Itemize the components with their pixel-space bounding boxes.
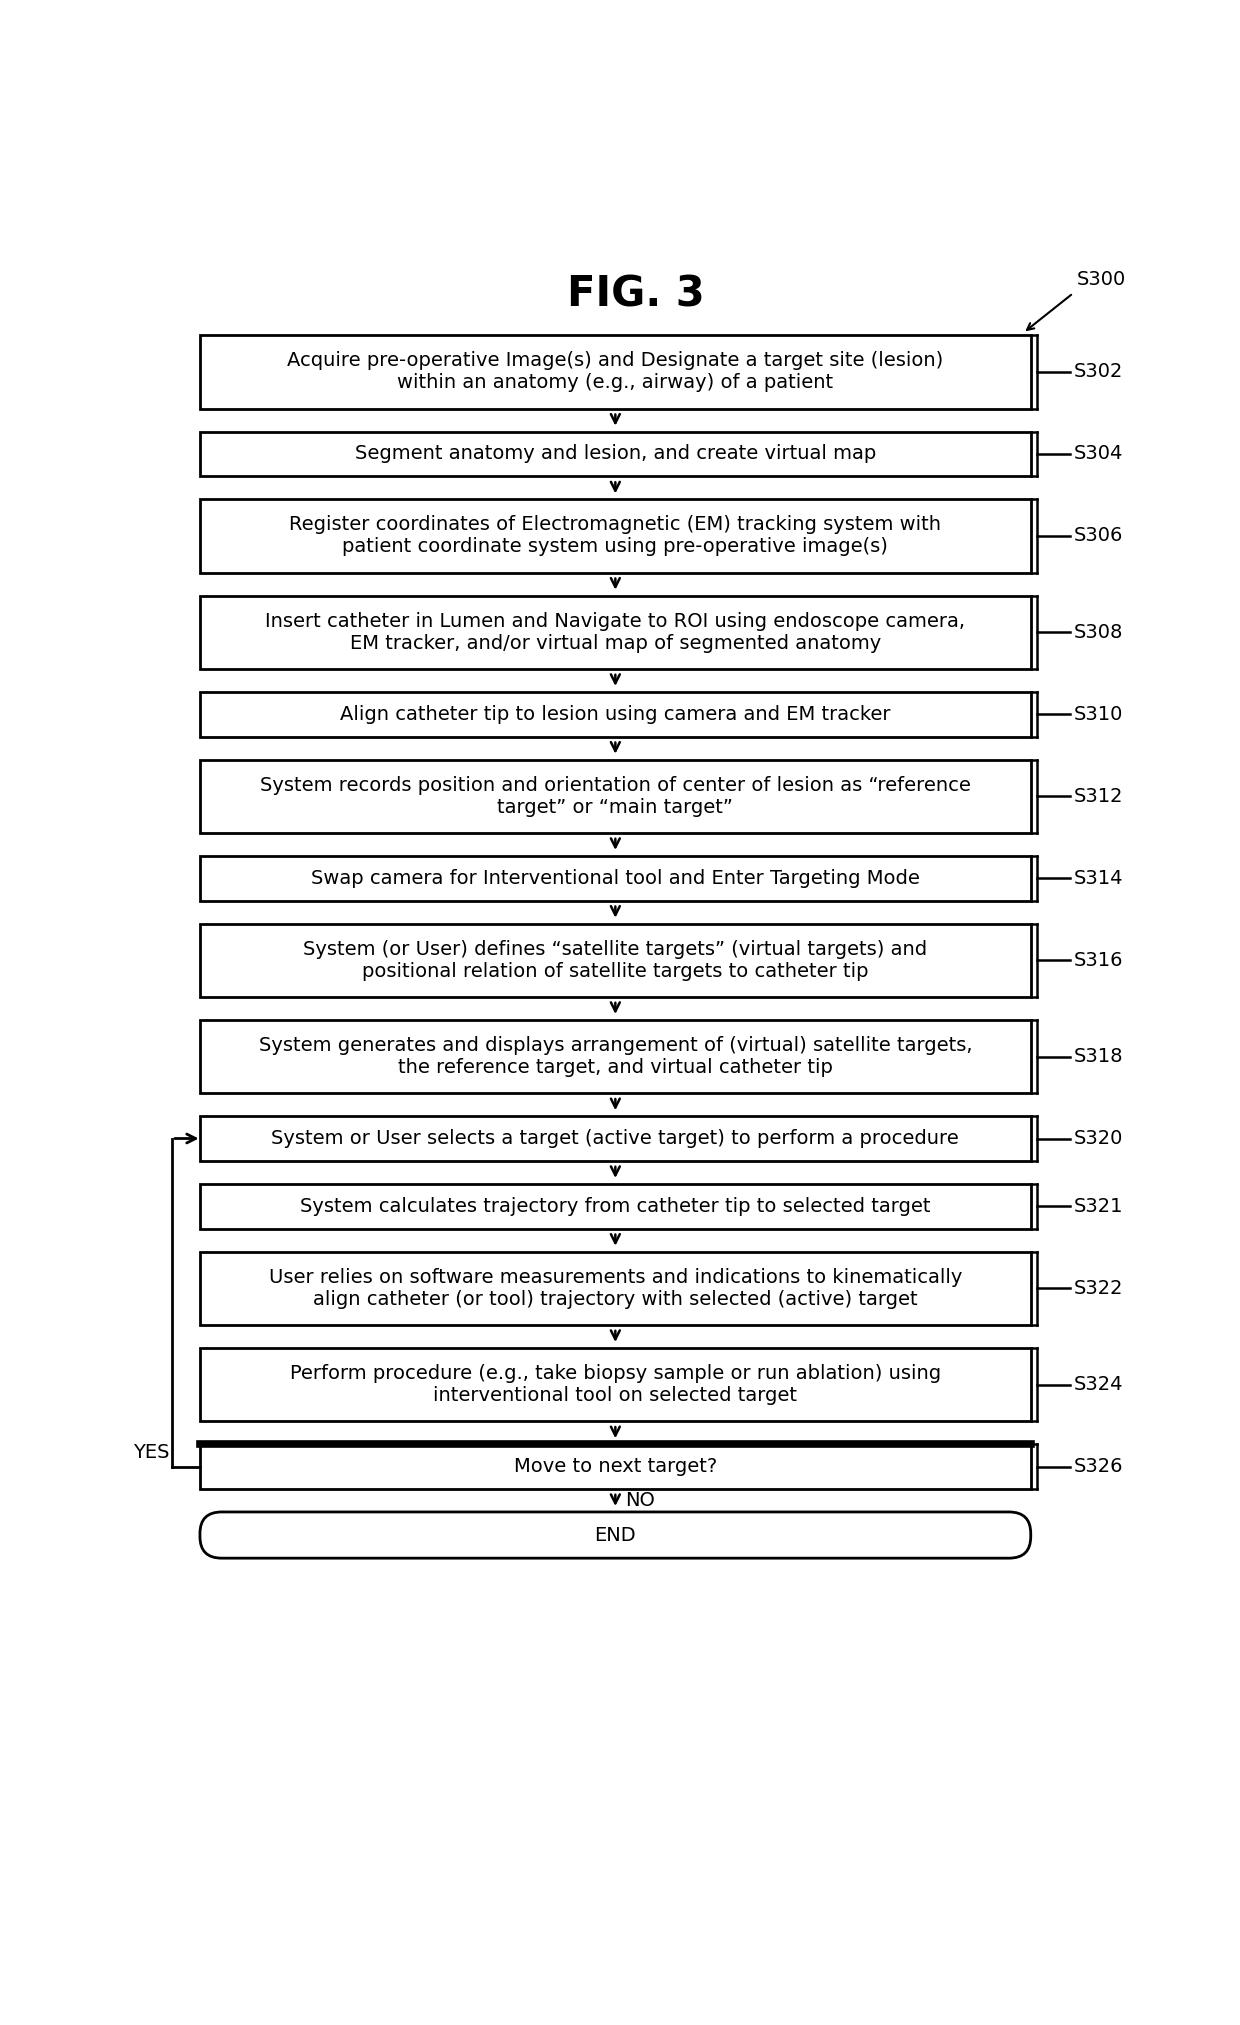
Text: S326: S326 — [1074, 1458, 1123, 1476]
Text: FIG. 3: FIG. 3 — [567, 273, 704, 316]
Text: Swap camera for Interventional tool and Enter Targeting Mode: Swap camera for Interventional tool and … — [311, 869, 920, 887]
Text: System calculates trajectory from catheter tip to selected target: System calculates trajectory from cathet… — [300, 1197, 930, 1215]
Text: S300: S300 — [1078, 269, 1126, 290]
Text: S322: S322 — [1074, 1278, 1123, 1298]
Bar — [200, 923, 1030, 996]
Text: S306: S306 — [1074, 526, 1122, 545]
Text: System records position and orientation of center of lesion as “reference
target: System records position and orientation … — [260, 776, 971, 816]
Bar — [200, 595, 1030, 668]
Text: YES: YES — [133, 1444, 170, 1462]
Text: NO: NO — [625, 1490, 655, 1511]
Text: S314: S314 — [1074, 869, 1123, 887]
Bar — [200, 857, 1030, 901]
Bar — [200, 500, 1030, 573]
Bar — [200, 1116, 1030, 1160]
Text: User relies on software measurements and indications to kinematically
align cath: User relies on software measurements and… — [269, 1268, 962, 1308]
Text: S316: S316 — [1074, 952, 1123, 970]
Bar — [200, 336, 1030, 409]
Text: S310: S310 — [1074, 705, 1122, 723]
Text: System generates and displays arrangement of (virtual) satellite targets,
the re: System generates and displays arrangemen… — [259, 1037, 972, 1077]
Text: Move to next target?: Move to next target? — [513, 1458, 717, 1476]
Bar — [200, 1251, 1030, 1324]
Text: S324: S324 — [1074, 1375, 1123, 1393]
Bar — [200, 431, 1030, 476]
Text: S302: S302 — [1074, 362, 1122, 381]
Text: Acquire pre-operative Image(s) and Designate a target site (lesion)
within an an: Acquire pre-operative Image(s) and Desig… — [288, 352, 944, 393]
Text: Perform procedure (e.g., take biopsy sample or run ablation) using
interventiona: Perform procedure (e.g., take biopsy sam… — [290, 1365, 941, 1405]
FancyBboxPatch shape — [200, 1513, 1030, 1557]
Text: System or User selects a target (active target) to perform a procedure: System or User selects a target (active … — [272, 1130, 960, 1148]
Text: END: END — [594, 1525, 636, 1545]
Text: S320: S320 — [1074, 1130, 1122, 1148]
Bar — [200, 1185, 1030, 1229]
Bar — [200, 693, 1030, 737]
Text: S321: S321 — [1074, 1197, 1123, 1215]
Bar — [200, 1021, 1030, 1094]
Text: Align catheter tip to lesion using camera and EM tracker: Align catheter tip to lesion using camer… — [340, 705, 890, 723]
Text: Segment anatomy and lesion, and create virtual map: Segment anatomy and lesion, and create v… — [355, 443, 875, 464]
Bar — [200, 1349, 1030, 1422]
Bar — [200, 1444, 1030, 1488]
Text: S312: S312 — [1074, 788, 1123, 806]
Text: S304: S304 — [1074, 443, 1122, 464]
Text: S318: S318 — [1074, 1047, 1123, 1065]
Text: System (or User) defines “satellite targets” (virtual targets) and
positional re: System (or User) defines “satellite targ… — [304, 940, 928, 980]
Bar — [200, 759, 1030, 832]
Text: Insert catheter in Lumen and Navigate to ROI using endoscope camera,
EM tracker,: Insert catheter in Lumen and Navigate to… — [265, 612, 966, 652]
Text: Register coordinates of Electromagnetic (EM) tracking system with
patient coordi: Register coordinates of Electromagnetic … — [289, 516, 941, 557]
Text: S308: S308 — [1074, 624, 1122, 642]
